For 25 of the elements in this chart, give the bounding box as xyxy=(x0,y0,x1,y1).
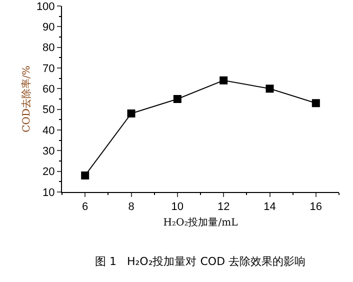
y-tick-label: 100 xyxy=(36,0,55,13)
x-tick-label: 12 xyxy=(217,201,230,214)
y-axis-title: COD去除率/% xyxy=(20,66,32,132)
x-tick-label: 8 xyxy=(128,201,134,214)
y-tick-label: 10 xyxy=(42,186,55,199)
point xyxy=(220,76,228,84)
point xyxy=(173,95,182,103)
caption: 图 1 H₂O₂投加量对 COD 去除效果的影响 xyxy=(95,255,306,268)
x-tick-label: 14 xyxy=(264,201,276,214)
y-tick-label: 20 xyxy=(42,166,55,178)
y-tick-label: 30 xyxy=(42,146,55,158)
y-tick-label: 60 xyxy=(42,84,55,96)
y-tick-label: 40 xyxy=(42,124,55,137)
x-tick-label: 10 xyxy=(171,201,184,214)
y-tick-label: 90 xyxy=(42,22,55,34)
x-tick-label: 16 xyxy=(310,201,322,214)
point xyxy=(266,84,274,93)
y-tick-label: 70 xyxy=(42,62,55,75)
point xyxy=(312,99,320,108)
point xyxy=(127,109,136,118)
point xyxy=(81,171,90,180)
y-tick-label: 80 xyxy=(42,42,55,54)
y-tick-label: 50 xyxy=(42,104,55,116)
x-tick-label: 6 xyxy=(82,201,88,214)
x-axis-title: H₂O₂投加量/mL xyxy=(163,216,238,229)
